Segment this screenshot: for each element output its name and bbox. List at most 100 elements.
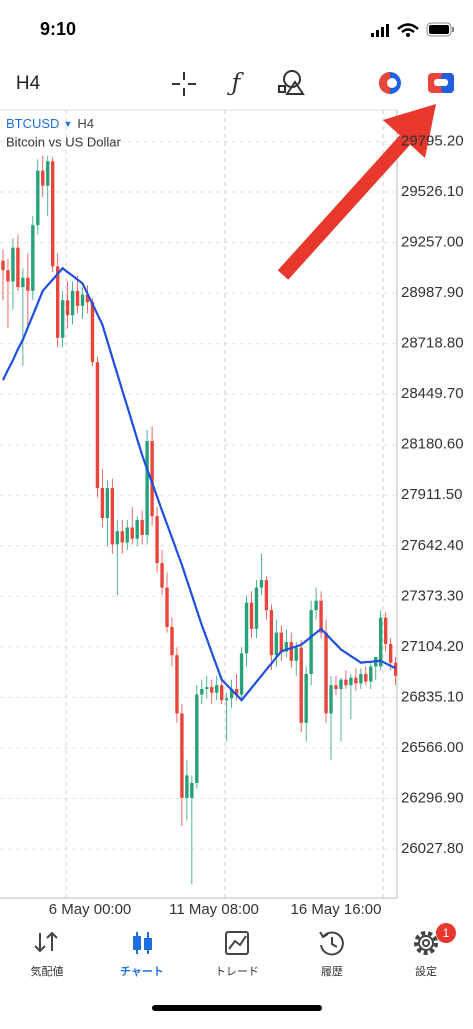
candle-body — [349, 677, 353, 686]
candle-body — [26, 277, 30, 291]
candle-body — [145, 441, 149, 535]
candle-body — [393, 662, 398, 676]
candle-body — [155, 516, 159, 564]
candle-body — [195, 694, 199, 783]
candle-body — [219, 685, 224, 701]
candle-body — [125, 527, 129, 543]
candle-body — [210, 687, 214, 693]
candle-body — [224, 698, 229, 701]
candle-body — [80, 294, 85, 306]
y-tick-label: 26027.80 — [401, 840, 464, 857]
tab-icon-chart — [133, 932, 152, 954]
candle-body — [299, 647, 303, 723]
candle-body — [170, 627, 174, 656]
tab-icon-settings — [414, 931, 438, 955]
candle-body — [279, 632, 284, 652]
candle-body — [160, 563, 164, 588]
candle-body — [379, 617, 383, 667]
tab-icon-trade — [225, 931, 249, 955]
candle-body — [294, 647, 298, 661]
candle-body — [65, 300, 70, 316]
candle-body — [185, 775, 189, 798]
y-tick-label: 29257.00 — [401, 234, 464, 251]
candle-body — [344, 679, 348, 686]
tab-label[interactable]: 気配値 — [31, 964, 64, 978]
candle-body — [150, 441, 154, 517]
candle-body — [130, 527, 134, 539]
tab-label[interactable]: トレード — [215, 966, 259, 978]
candle-body — [215, 685, 219, 693]
candle-body — [46, 161, 50, 186]
x-tick-label: 16 May 16:00 — [291, 901, 382, 918]
candle-body — [75, 290, 80, 306]
candle-body — [165, 587, 169, 628]
y-tick-label: 26835.10 — [401, 688, 464, 705]
candle-body — [70, 290, 75, 316]
candle-body — [190, 782, 194, 798]
candle-body — [60, 300, 65, 338]
y-tick-label: 28987.90 — [401, 284, 464, 301]
candle-body — [229, 688, 234, 699]
candle-body — [36, 170, 40, 226]
y-tick-label: 27104.20 — [401, 638, 464, 655]
candle-body — [274, 632, 279, 656]
y-tick-label: 27911.50 — [401, 486, 462, 503]
candle-body — [21, 277, 25, 288]
candle-body — [244, 602, 249, 654]
candle-body — [334, 685, 338, 689]
y-tick-label: 27373.30 — [401, 587, 464, 604]
tab-label[interactable]: チャート — [120, 965, 164, 978]
candle-body — [249, 602, 254, 629]
trade-signal-button[interactable] — [379, 72, 401, 94]
candle-body — [329, 685, 333, 714]
candle-body — [259, 580, 264, 588]
home-indicator — [152, 1005, 322, 1011]
candle-body — [31, 225, 35, 291]
candle-body — [200, 688, 204, 695]
objects-button[interactable] — [278, 70, 305, 95]
candle-body — [51, 161, 55, 267]
candle-body — [383, 617, 388, 644]
candle-body — [239, 653, 244, 695]
x-tick-label: 6 May 00:00 — [49, 901, 132, 918]
tab-icon-history — [319, 931, 344, 956]
symbol[interactable]: BTCUSD — [6, 116, 59, 131]
symbol-dropdown[interactable]: ▼ — [63, 119, 72, 129]
candle-body — [309, 610, 313, 674]
candle-body — [16, 247, 20, 288]
one-click-trading-button[interactable] — [428, 73, 454, 93]
tab-label[interactable]: 履歴 — [321, 965, 343, 978]
status-time: 9:10 — [40, 19, 76, 39]
candle-body — [11, 247, 15, 282]
moving-average-line — [2, 266, 397, 702]
candle-body — [388, 643, 393, 663]
candle-body — [234, 688, 239, 695]
y-tick-label: 28180.60 — [401, 436, 464, 453]
symbol-header: BTCUSD ▼ H4 — [6, 116, 94, 131]
indicators-button[interactable]: ƒ — [227, 69, 245, 97]
candle-body — [55, 266, 60, 338]
toolbar-timeframe[interactable]: H4 — [16, 73, 41, 94]
tab-label[interactable]: 設定 — [415, 964, 437, 978]
y-tick-label: 26296.90 — [401, 789, 464, 806]
candle-body — [41, 170, 45, 186]
crosshair-button[interactable] — [172, 72, 196, 96]
candle-body — [205, 687, 209, 689]
candle-body — [269, 610, 274, 656]
y-tick-label: 29795.20 — [401, 132, 464, 149]
y-tick-label: 27642.40 — [401, 537, 464, 554]
candle-body — [115, 531, 120, 545]
candle-body — [354, 677, 358, 684]
tab-icon-quotes — [34, 931, 58, 953]
candle-body — [359, 673, 363, 684]
candle-body — [90, 302, 95, 363]
y-tick-label: 26566.00 — [401, 739, 464, 756]
candle-body — [135, 519, 139, 539]
candle-body — [284, 642, 288, 652]
x-tick-label: 11 May 08:00 — [169, 901, 259, 918]
candle-body — [304, 673, 308, 723]
status-icons — [371, 22, 454, 37]
candle-body — [369, 666, 373, 682]
candle-body — [324, 632, 328, 714]
tab-bar: 1 気配値 チャート トレード 履歴 設定 — [31, 923, 456, 978]
